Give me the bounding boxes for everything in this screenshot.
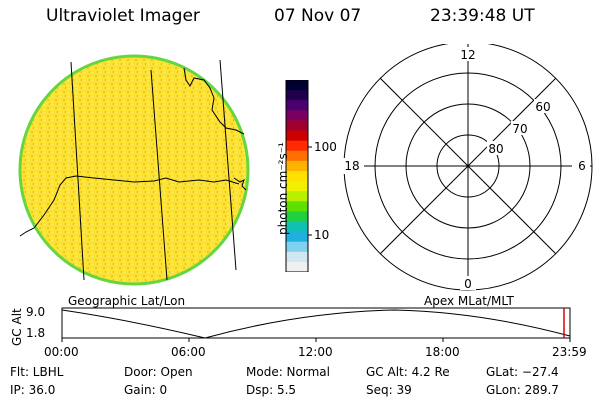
glon-info: GLon: 289.7 bbox=[486, 383, 559, 397]
colorbar-band bbox=[286, 261, 308, 272]
mode-info: Mode: Normal bbox=[246, 365, 330, 379]
altitude-ytick-top: 9.0 bbox=[26, 305, 46, 319]
colorbar-band bbox=[286, 100, 308, 111]
altitude-xtick: 06:00 bbox=[171, 345, 206, 359]
colorbar-band bbox=[286, 80, 308, 91]
altitude-xtick: 18:00 bbox=[425, 345, 460, 359]
colorbar-band bbox=[286, 181, 308, 192]
colorbar-band bbox=[286, 160, 308, 172]
door-info: Door: Open bbox=[124, 365, 193, 379]
colorbar-band bbox=[286, 211, 308, 222]
colorbar-tick-100: 100 bbox=[314, 140, 337, 154]
colorbar-band bbox=[286, 130, 308, 142]
ip-info: IP: 36.0 bbox=[10, 383, 56, 397]
colorbar-band bbox=[286, 90, 308, 101]
colorbar-band bbox=[286, 140, 308, 152]
mlt-label-0: 0 bbox=[464, 277, 472, 291]
meridian-line bbox=[70, 61, 85, 281]
colorbar-band bbox=[286, 110, 308, 121]
altitude-ylabel: GC Alt bbox=[10, 308, 24, 346]
colorbar-band bbox=[286, 170, 308, 182]
coastline-north bbox=[183, 67, 245, 135]
date-label: 07 Nov 07 bbox=[274, 6, 362, 26]
colorbar-tick-10: 10 bbox=[314, 228, 330, 242]
app-title: Ultraviolet Imager bbox=[46, 6, 200, 26]
lat-label-60: 60 bbox=[535, 100, 550, 114]
colorbar-label: photon cm⁻²s⁻¹ bbox=[276, 142, 290, 235]
filter-info: Flt: LBHL bbox=[10, 365, 64, 379]
polar-label: Apex MLat/MLT bbox=[424, 294, 514, 308]
colorbar-band bbox=[286, 231, 308, 243]
image-disk bbox=[18, 54, 250, 286]
altitude-xtick: 00:00 bbox=[44, 345, 79, 359]
altitude-plot bbox=[61, 307, 571, 342]
meridian-line bbox=[219, 59, 237, 271]
colorbar-band bbox=[286, 201, 308, 212]
dsp-info: Dsp: 5.5 bbox=[246, 383, 297, 397]
time-label: 23:39:48 UT bbox=[430, 6, 535, 26]
uv-image bbox=[18, 54, 250, 286]
gain-info: Gain: 0 bbox=[124, 383, 168, 397]
altitude-curve bbox=[61, 309, 571, 339]
colorbar-band bbox=[286, 241, 308, 253]
meridian-line bbox=[150, 69, 168, 281]
polar-grid: 12 6 0 18 60 70 80 bbox=[342, 44, 593, 291]
gc-alt-info: GC Alt: 4.2 Re bbox=[366, 365, 450, 379]
mlt-label-18: 18 bbox=[344, 159, 359, 173]
colorbar-band bbox=[286, 251, 308, 263]
mlt-label-12: 12 bbox=[460, 48, 475, 62]
colorbar-band bbox=[286, 221, 308, 233]
coastline-islands bbox=[233, 177, 247, 191]
colorbar-band bbox=[286, 120, 308, 132]
colorbar-band bbox=[286, 191, 308, 202]
altitude-ytick-bottom: 1.8 bbox=[26, 326, 46, 340]
colorbar-band bbox=[286, 150, 308, 162]
mlt-label-6: 6 bbox=[578, 159, 586, 173]
seq-info: Seq: 39 bbox=[366, 383, 412, 397]
glat-info: GLat: −27.4 bbox=[486, 365, 559, 379]
altitude-xtick: 23:59 bbox=[552, 345, 587, 359]
lat-label-80: 80 bbox=[488, 142, 503, 156]
lat-label-70: 70 bbox=[512, 122, 527, 136]
coastline bbox=[19, 175, 240, 237]
map-label: Geographic Lat/Lon bbox=[68, 294, 186, 308]
colorbar bbox=[285, 80, 312, 272]
altitude-xtick: 12:00 bbox=[298, 345, 333, 359]
